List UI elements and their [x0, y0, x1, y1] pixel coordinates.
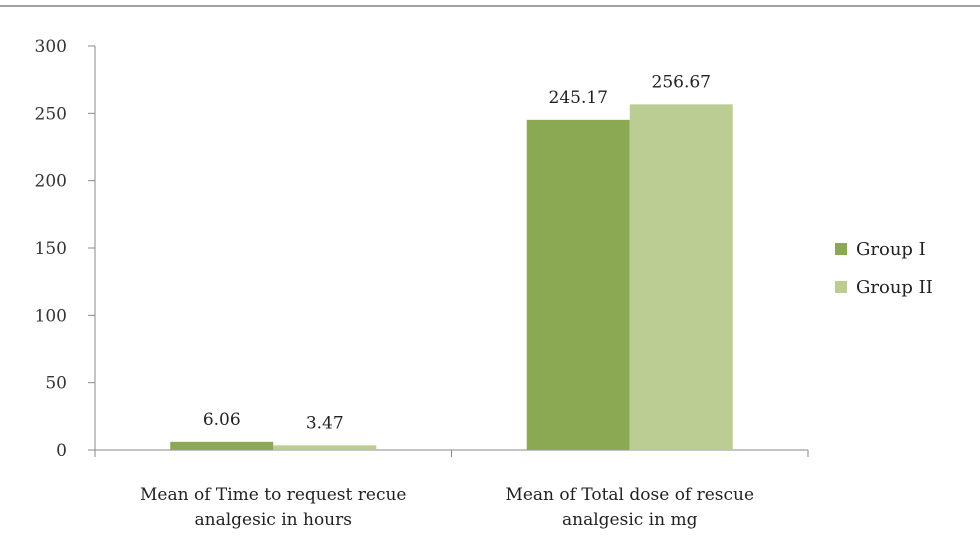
legend-swatch — [835, 281, 847, 293]
data-label: 245.17 — [549, 88, 608, 108]
y-tick-label: 150 — [35, 239, 67, 259]
category-labels: Mean of Time to request recue analgesic i… — [140, 485, 754, 530]
legend: Group I Group II — [835, 239, 933, 298]
data-labels: 6.06 3.47 245.17 256.67 — [203, 72, 711, 433]
bar — [273, 445, 377, 450]
y-tick-label: 250 — [35, 104, 67, 124]
bar — [526, 119, 630, 450]
legend-label: Group II — [856, 277, 933, 298]
bar — [629, 104, 733, 450]
legend-swatch — [835, 243, 847, 255]
y-tick-label: 100 — [35, 306, 67, 326]
legend-label: Group I — [856, 239, 926, 260]
x-axis — [94, 449, 809, 457]
y-tick-label: 300 — [35, 37, 67, 57]
category-label: Mean of Total dose of rescue analgesic in… — [505, 485, 754, 530]
y-axis: 0 50 100 150 200 250 300 — [35, 37, 96, 461]
category-label: Mean of Time to request recue analgesic i… — [140, 485, 406, 530]
y-tick-label: 0 — [56, 441, 67, 461]
data-label: 6.06 — [203, 410, 241, 430]
data-label: 256.67 — [652, 72, 711, 92]
y-tick-label: 200 — [35, 172, 67, 192]
data-label: 3.47 — [306, 413, 344, 433]
bars — [170, 104, 733, 450]
y-tick-label: 50 — [45, 374, 67, 394]
bar — [170, 441, 274, 450]
